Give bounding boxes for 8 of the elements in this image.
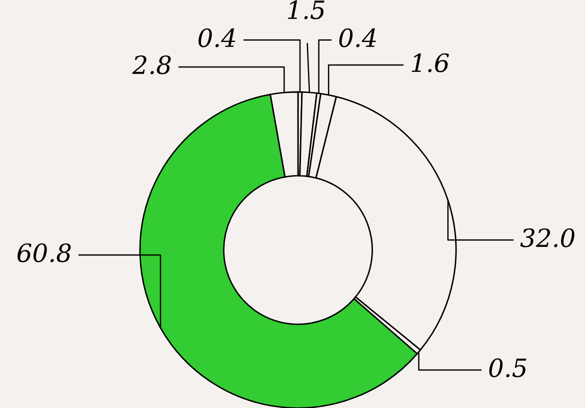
data-label: 60.8 — [18, 243, 71, 262]
data-label: 0.4 — [339, 28, 376, 48]
data-label: 1.5 — [288, 0, 324, 20]
data-label: 0.5 — [489, 358, 526, 378]
data-label: 32.0 — [520, 228, 574, 248]
data-label: 0.4 — [198, 28, 236, 48]
data-label: 2.8 — [132, 55, 171, 74]
data-label: 1.6 — [412, 53, 449, 72]
